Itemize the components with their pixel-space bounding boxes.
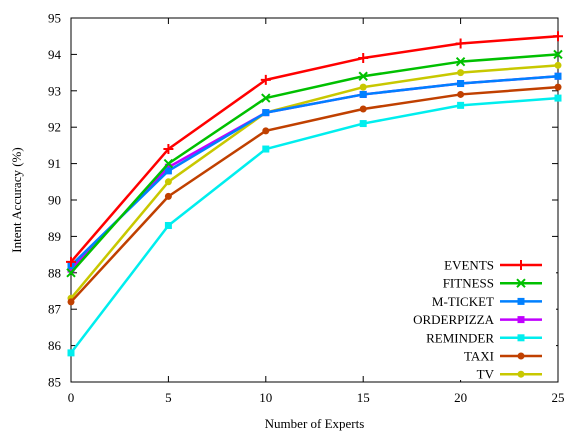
data-point-fitness: [261, 93, 271, 103]
data-point-events: [358, 53, 369, 64]
data-point-taxi: [67, 298, 75, 306]
data-point-reminder: [554, 94, 562, 102]
legend-swatch-marker: [517, 297, 525, 305]
legend-item-m-ticket: M-TICKET: [432, 294, 542, 309]
data-point-m-ticket: [554, 72, 562, 80]
y-axis-title: Intent Accuracy (%): [9, 147, 24, 252]
legend-label: TV: [477, 367, 495, 382]
data-point-reminder: [262, 145, 270, 153]
series-line-orderpizza: [70, 74, 559, 271]
series-reminder: [67, 94, 562, 357]
legend-item-fitness: FITNESS: [443, 276, 542, 291]
x-tick-label: 25: [552, 390, 565, 405]
data-point-m-ticket: [359, 90, 367, 98]
y-tick-label: 95: [48, 11, 61, 26]
y-tick-label: 85: [48, 375, 61, 390]
data-point-m-ticket: [164, 167, 172, 175]
data-point-m-ticket: [457, 80, 465, 88]
y-tick-label: 94: [48, 47, 62, 62]
legend-item-tv: TV: [477, 367, 542, 382]
y-tick-label: 90: [48, 193, 61, 208]
data-point-events: [455, 38, 466, 49]
data-point-taxi: [554, 83, 562, 91]
data-point-tv: [164, 178, 172, 186]
data-point-taxi: [164, 192, 172, 200]
series-line-events: [70, 34, 559, 263]
series-line-tv: [70, 64, 559, 300]
data-point-fitness: [455, 56, 466, 67]
y-tick-label: 88: [48, 265, 61, 280]
y-tick-label: 89: [48, 229, 61, 244]
legend-label: M-TICKET: [432, 294, 494, 309]
legend-swatch-marker: [517, 352, 525, 360]
series-line-fitness: [70, 53, 559, 274]
x-axis: 0 5 10 15 20 25: [68, 18, 565, 405]
legend-swatch-marker: [517, 316, 525, 324]
series-taxi: [67, 83, 562, 306]
legend-swatch-marker: [516, 278, 526, 288]
y-tick-label: 93: [48, 83, 61, 98]
data-point-taxi: [262, 127, 270, 135]
legend-background: [394, 250, 556, 380]
x-tick-label: 15: [357, 390, 370, 405]
series-line-reminder: [70, 96, 559, 354]
data-point-events: [553, 31, 563, 42]
series-line-taxi: [70, 85, 559, 303]
data-point-fitness: [553, 49, 563, 60]
data-point-taxi: [457, 90, 465, 98]
legend-label: REMINDER: [426, 330, 494, 345]
legend: EVENTS FITNESS M-TICKET ORDERPIZZA REMINDER T…: [394, 250, 556, 382]
legend-swatch-marker: [517, 334, 525, 342]
data-point-fitness: [358, 71, 368, 81]
legend-item-taxi: TAXI: [464, 349, 542, 364]
legend-label: FITNESS: [443, 276, 494, 291]
legend-label: EVENTS: [444, 258, 494, 273]
data-point-tv: [457, 69, 465, 77]
y-tick-label: 86: [48, 338, 62, 353]
data-point-reminder: [164, 221, 172, 229]
legend-swatch-marker: [516, 260, 526, 270]
series-line-m-ticket: [70, 74, 559, 267]
legend-item-events: EVENTS: [444, 258, 542, 273]
series-fitness: [66, 49, 563, 278]
x-tick-label: 0: [68, 390, 75, 405]
series-layer: [66, 31, 563, 357]
data-point-m-ticket: [262, 109, 270, 117]
x-tick-label: 10: [259, 390, 272, 405]
series-events: [66, 31, 563, 267]
legend-label: ORDERPIZZA: [413, 312, 495, 327]
data-point-fitness: [163, 158, 174, 169]
y-tick-label: 91: [48, 156, 61, 171]
x-axis-title: Number of Experts: [265, 416, 365, 431]
data-point-tv: [554, 61, 562, 69]
data-point-tv: [359, 83, 367, 91]
data-point-orderpizza: [164, 163, 172, 171]
legend-item-reminder: REMINDER: [426, 330, 542, 345]
data-point-events: [260, 74, 271, 85]
legend-label: TAXI: [464, 349, 494, 364]
data-point-taxi: [359, 105, 367, 113]
data-point-events: [163, 144, 174, 155]
legend-item-orderpizza: ORDERPIZZA: [413, 312, 542, 327]
data-point-fitness: [66, 268, 76, 278]
y-tick-label: 87: [48, 302, 62, 317]
x-tick-label: 20: [454, 390, 467, 405]
y-tick-label: 92: [48, 120, 61, 135]
data-point-reminder: [457, 101, 465, 109]
legend-swatch-marker: [517, 370, 525, 378]
data-point-events: [66, 256, 76, 267]
data-point-reminder: [67, 349, 75, 357]
data-point-reminder: [359, 120, 367, 128]
x-tick-label: 5: [165, 390, 172, 405]
data-point-orderpizza: [67, 265, 75, 273]
